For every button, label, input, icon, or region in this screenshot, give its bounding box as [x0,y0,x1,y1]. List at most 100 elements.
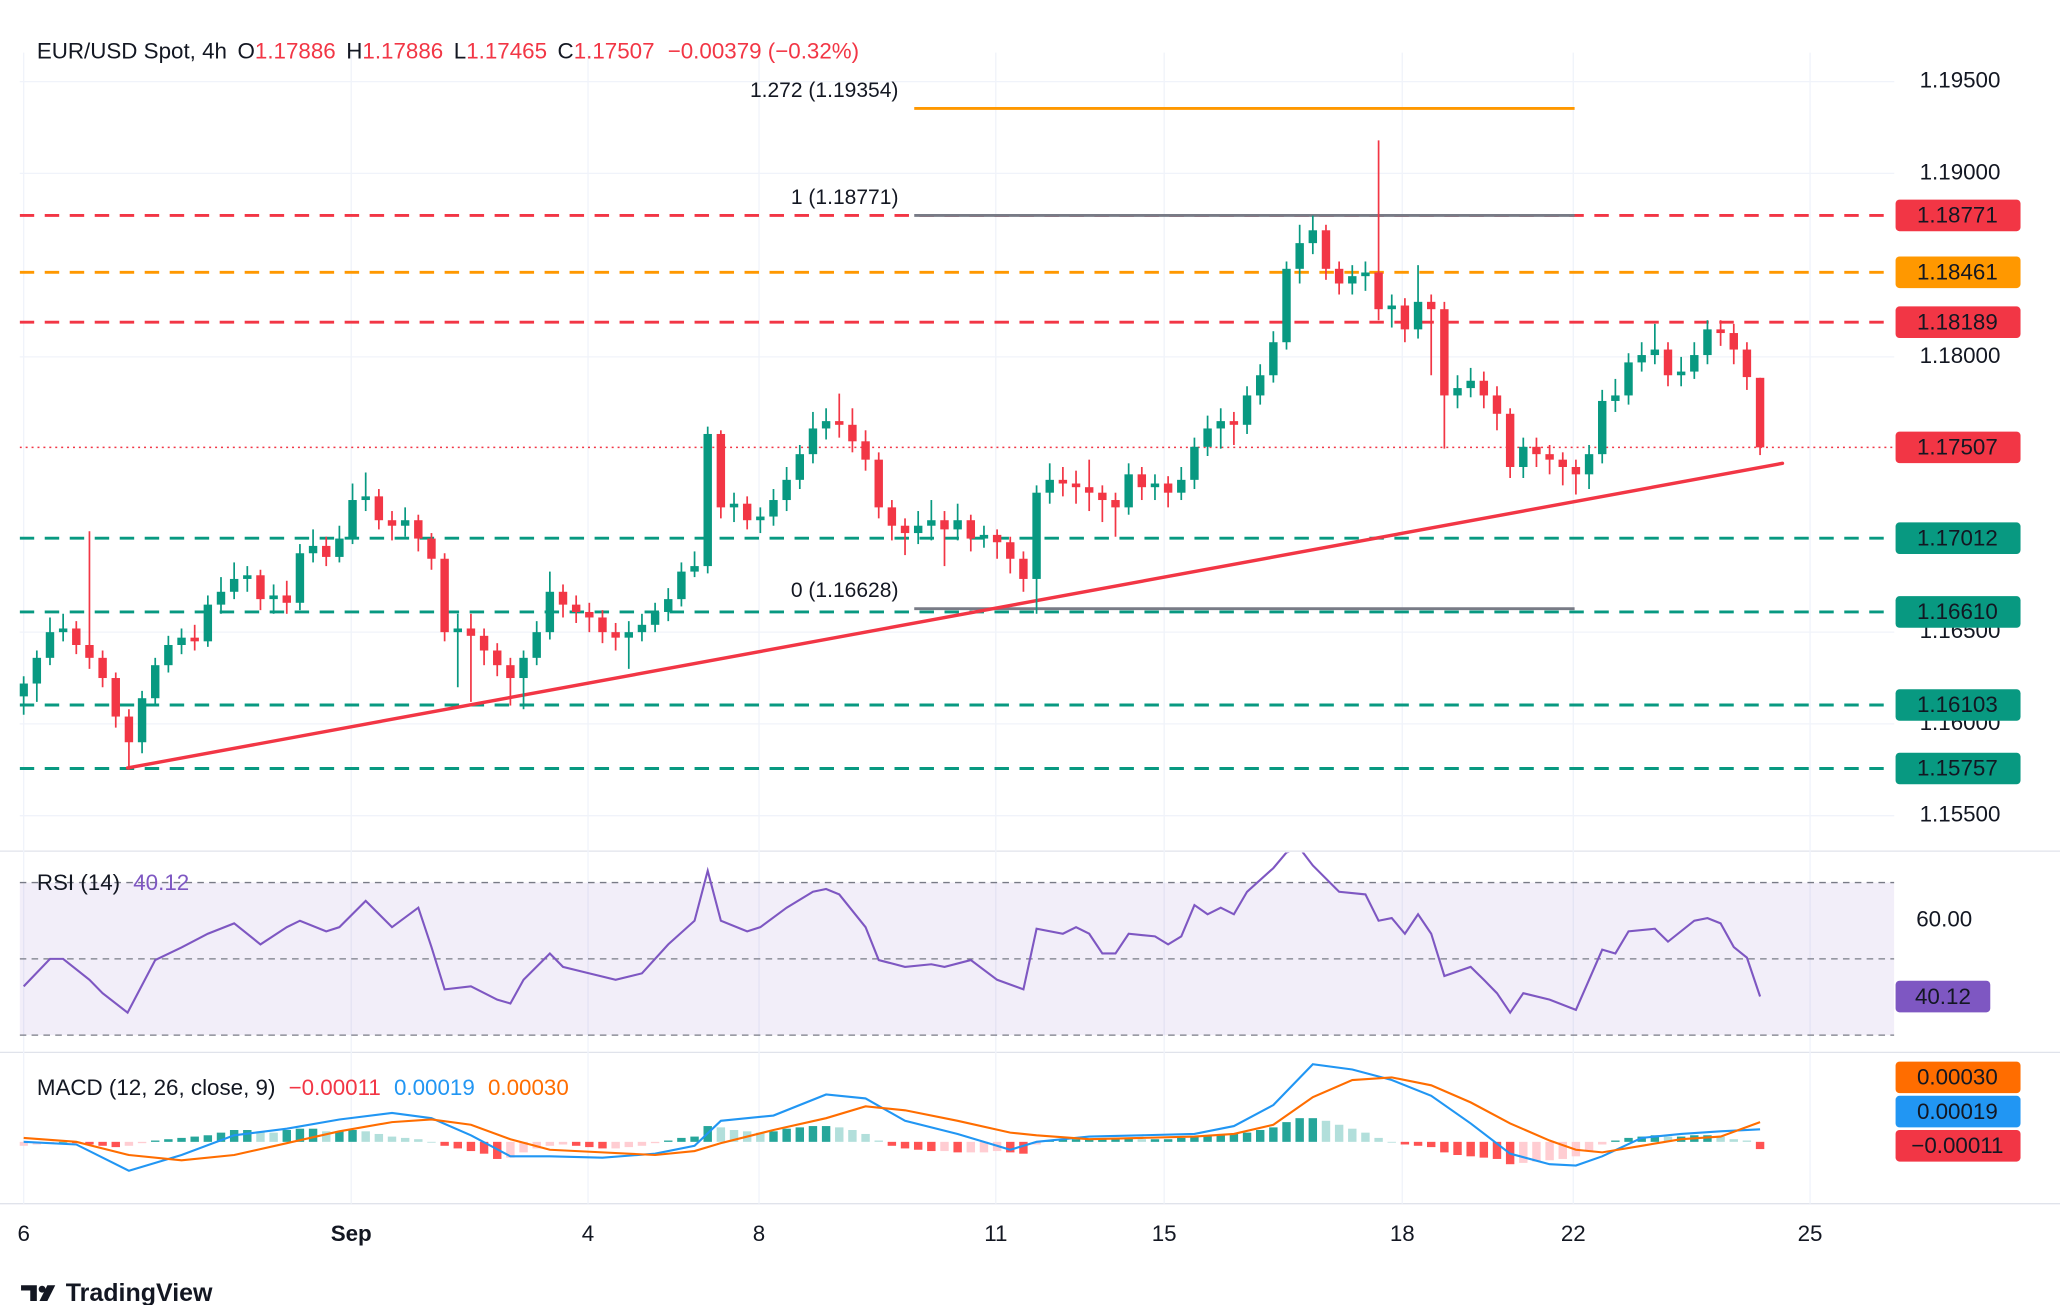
macd-histogram-bar [1729,1139,1738,1142]
macd-histogram-bar [545,1141,555,1146]
candle-body [690,566,699,572]
candle-body [532,632,541,658]
macd-histogram-bar [1137,1139,1147,1142]
macd-histogram-bar [1019,1141,1028,1154]
macd-histogram-bar [243,1130,252,1142]
ohlc-value: 1.17507 [574,39,655,64]
candle-body [1255,375,1265,396]
macd-histogram-bar [887,1141,897,1146]
macd-histogram-bar [387,1136,397,1142]
y-tick-label: 1.19500 [1920,68,2001,93]
candle-body [1374,272,1383,310]
macd-histogram-bar [558,1141,568,1145]
macd-histogram-bar [427,1141,436,1143]
candle-body [1045,479,1054,493]
candle-body [1571,467,1581,475]
macd-header: MACD (12, 26, close, 9) −0.00011 0.00019 0.… [37,1075,569,1100]
rsi-header: RSI (14) 40.12 [37,870,189,895]
candle-body [940,520,949,530]
price-label-box [1895,306,2021,339]
candle-body [1400,305,1410,330]
macd-histogram-bar [1742,1140,1752,1142]
candle-body [1742,349,1752,378]
macd-histogram-bar [979,1141,989,1153]
macd-histogram-bar [874,1140,883,1142]
candle-body [440,558,449,633]
macd-histogram-bar [1032,1141,1041,1145]
candle-body [177,637,186,645]
macd-histogram-bar [677,1137,686,1142]
price-label-box [1895,596,2021,628]
x-tick-label: 6 [17,1221,29,1246]
macd-histogram-bar [598,1141,607,1149]
fib-label: 1 (1.18771) [791,186,899,209]
x-tick-label: 8 [753,1221,765,1246]
price-label: 1.16103 [1917,692,1998,717]
candle-body [32,657,42,684]
macd-histogram-bar [716,1127,726,1142]
candle-body [111,678,120,717]
candle-body [1216,421,1225,429]
macd-histogram-bar [1519,1141,1528,1163]
macd-histogram-bar [137,1141,147,1144]
price-label: 1.17507 [1917,435,1998,460]
x-tick-label: 18 [1390,1221,1415,1246]
candle-body [1242,395,1252,425]
macd-histogram-bar [177,1137,186,1142]
macd-histogram-bar [440,1141,449,1146]
candle-body [677,571,686,600]
candle-body [414,520,423,539]
candle-body [229,578,239,592]
candle-body [137,698,147,743]
y-tick-label: 60.00 [1916,907,1972,932]
candle-body [72,628,81,645]
macd-histogram-bar [966,1141,976,1153]
macd-histogram-bar [782,1128,791,1142]
ohlc-value: 1.17465 [466,39,547,64]
price-label: 1.16610 [1917,599,1998,624]
macd-histogram-bar [1163,1139,1173,1142]
macd-histogram-bar [1466,1141,1475,1157]
x-tick-label: 25 [1798,1221,1823,1246]
macd-histogram-bar [85,1141,94,1145]
macd-histogram-bar [19,1141,28,1146]
candle-body [282,595,291,603]
candle-body [927,520,936,526]
candle-body [808,428,818,455]
macd-histogram-bar [1321,1120,1331,1142]
candle-body [506,665,515,679]
x-tick-label: 11 [984,1221,1007,1246]
candle-body [1690,355,1699,372]
candle-body [1584,454,1594,475]
candle-body [1071,483,1081,488]
macd-histogram-bar [190,1136,199,1142]
macd-histogram-bar [1361,1132,1370,1142]
rsi-pane [19,852,1895,1036]
macd-histogram-bar [506,1141,515,1158]
macd-histogram-bar [1584,1141,1594,1152]
candle-body [519,657,528,679]
candle-body [637,624,647,633]
macd-histogram-bar [1716,1136,1725,1142]
candle-body [19,683,28,697]
macd-histogram-bar [1269,1127,1278,1142]
x-tick-label: 4 [582,1221,594,1246]
macd-histogram-bar [1624,1137,1633,1142]
macd-histogram-bar [361,1131,370,1142]
candle-body [900,525,910,534]
header: EUR/USD Spot, 4h O1.17886 H1.17886 L1.17465… [37,39,859,64]
macd-histogram-bar [611,1141,620,1149]
macd-histogram-bar [216,1132,226,1142]
price-label: 1.18461 [1917,260,1998,285]
candle-body [664,599,673,612]
candle-body [1545,454,1554,460]
macd-value-box [1895,1095,2021,1128]
candle-body [243,575,252,579]
candle-body [821,421,831,429]
macd-histogram-bar [1611,1140,1620,1142]
macd-histogram-bar [151,1140,160,1142]
ohlc-value: 1.17886 [362,39,443,64]
macd-histogram-bar [585,1141,594,1148]
main-pane: 1.272 (1.19354) 1 (1.18771) 0 (1.16628) [19,79,1895,770]
